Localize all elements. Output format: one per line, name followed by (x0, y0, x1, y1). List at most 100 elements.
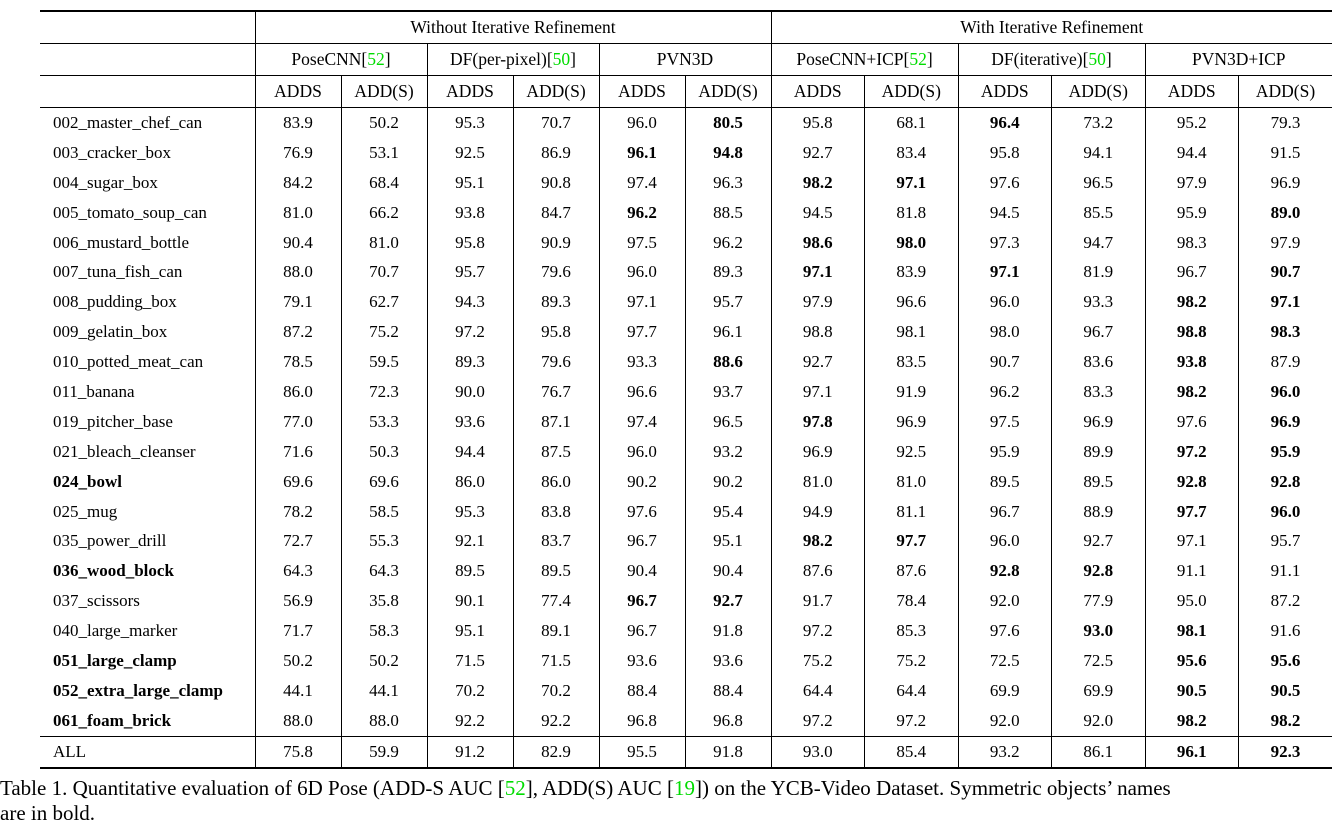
value-cell: 85.3 (864, 616, 958, 647)
value-cell: 64.4 (770, 675, 865, 706)
value-cell: 92.8 (1238, 466, 1333, 497)
value-cell: 90.7 (1238, 257, 1333, 288)
value-cell: 90.1 (426, 586, 513, 617)
table-row-all: ALL 75.8 59.9 91.2 82.9 95.5 91.8 93.0 85.4 93.2 8… (40, 735, 1333, 768)
value-cell: 97.6 (598, 496, 685, 527)
value-cell: 93.8 (426, 197, 513, 228)
method-header-pvn3d-icp: PVN3D+ICP (1144, 43, 1333, 76)
value-cell: 83.3 (1051, 377, 1145, 407)
value-cell: 77.0 (254, 406, 341, 437)
table-header: Without Iterative Refinement With Iterat… (40, 11, 1333, 108)
value-cell: 98.2 (1144, 705, 1239, 737)
value-cell: 35.8 (340, 586, 427, 617)
value-cell: 56.9 (254, 586, 341, 617)
value-cell: 93.3 (598, 347, 685, 378)
value-cell: 81.0 (864, 466, 958, 497)
value-cell: 90.7 (957, 347, 1052, 378)
value-cell: 96.8 (684, 705, 771, 737)
value-cell: 94.3 (426, 287, 513, 318)
value-cell: 87.1 (512, 406, 599, 437)
caption-text: ], ADD(S) AUC [ (525, 775, 674, 800)
object-name-cell: 010_potted_meat_can (53, 352, 204, 372)
table-body: 002_master_chef_can 83.9 50.2 95.3 70.7 96.0 8… (40, 107, 1333, 768)
citation-50: 50 (1088, 49, 1106, 69)
value-cell: 82.9 (512, 735, 599, 768)
value-cell: 89.5 (957, 466, 1052, 497)
value-cell: 70.7 (512, 107, 599, 138)
value-cell: 83.9 (254, 107, 341, 138)
value-cell: 98.8 (1144, 317, 1239, 348)
value-cell: 98.0 (864, 227, 958, 258)
value-cell: 95.8 (957, 137, 1052, 168)
value-cell: 81.0 (770, 466, 865, 497)
value-cell: 84.7 (512, 197, 599, 228)
value-cell: 50.2 (340, 107, 427, 138)
value-cell: 96.5 (684, 406, 771, 437)
results-table: Without Iterative Refinement With Iterat… (40, 10, 1333, 769)
object-name-cell: 002_master_chef_can (53, 112, 203, 132)
value-cell: 95.7 (426, 257, 513, 288)
object-name-cell: 006_mustard_bottle (53, 232, 189, 252)
value-cell: 64.3 (254, 556, 341, 587)
method-header-pvn3d: PVN3D (598, 43, 771, 76)
value-cell: 96.9 (1238, 167, 1333, 198)
value-cell: 69.9 (957, 675, 1052, 706)
value-cell: 92.1 (426, 526, 513, 557)
table-row: 037_scissors 56.9 35.8 90.1 77.4 96.7 92.7 91.7… (40, 586, 1333, 617)
value-cell: 96.0 (598, 257, 685, 288)
results-table-wrap: Without Iterative Refinement With Iterat… (40, 10, 1333, 769)
group-header-with-refinement: With Iterative Refinement (770, 11, 1333, 44)
value-cell: 90.5 (1144, 675, 1239, 706)
value-cell: 92.3 (1238, 735, 1333, 768)
object-name-cell: 035_power_drill (53, 531, 167, 551)
value-cell: 96.0 (598, 436, 685, 467)
value-cell: 95.7 (684, 287, 771, 318)
value-cell: 93.6 (598, 646, 685, 676)
value-cell: 97.1 (770, 257, 865, 288)
value-cell: 59.5 (340, 347, 427, 378)
value-cell: 92.7 (770, 137, 865, 168)
method-header-df-iterative-: DF(iterative)[50] (957, 43, 1145, 76)
value-cell: 94.4 (426, 436, 513, 467)
value-cell: 86.9 (512, 137, 599, 168)
col-header-adds: ADDS (254, 75, 341, 108)
value-cell: 95.8 (770, 107, 865, 138)
value-cell: 98.6 (770, 227, 865, 258)
table-row: 007_tuna_fish_can 88.0 70.7 95.7 79.6 96.0 89.… (40, 257, 1333, 288)
corner-cell (40, 75, 255, 108)
value-cell: 97.1 (1238, 287, 1333, 318)
value-cell: 95.7 (1238, 526, 1333, 557)
object-name-cell: 036_wood_block (53, 561, 174, 581)
value-cell: 72.5 (1051, 646, 1145, 676)
value-cell: 64.3 (340, 556, 427, 587)
value-cell: 70.2 (512, 675, 599, 706)
citation-52: 52 (909, 49, 927, 69)
value-cell: 95.2 (1144, 107, 1239, 138)
value-cell: 96.7 (598, 526, 685, 557)
value-cell: 59.9 (340, 735, 427, 768)
value-cell: 69.6 (340, 466, 427, 497)
value-cell: 97.6 (957, 167, 1052, 198)
value-cell: 88.6 (684, 347, 771, 378)
value-cell: 93.2 (957, 735, 1052, 768)
caption-line-2: are in bold. (0, 801, 96, 821)
value-cell: 97.6 (957, 616, 1052, 647)
value-cell: 90.2 (684, 466, 771, 497)
value-cell: 90.4 (254, 227, 341, 258)
value-cell: 92.8 (1051, 556, 1145, 587)
value-cell: 91.1 (1144, 556, 1239, 587)
value-cell: 89.5 (512, 556, 599, 587)
value-cell: 95.1 (426, 616, 513, 647)
value-cell: 72.7 (254, 526, 341, 557)
value-cell: 87.6 (864, 556, 958, 587)
value-cell: 92.5 (864, 436, 958, 467)
metric-header-row: ADDS ADD(S) ADDS ADD(S) ADDS ADD(S) ADDS ADD(S)… (40, 75, 1333, 108)
value-cell: 44.1 (254, 675, 341, 706)
value-cell: 94.5 (770, 197, 865, 228)
value-cell: 94.9 (770, 496, 865, 527)
object-name-cell: 051_large_clamp (53, 650, 177, 670)
value-cell: 90.0 (426, 377, 513, 407)
table-row: 019_pitcher_base 77.0 53.3 93.6 87.1 97.4 96.5… (40, 406, 1333, 437)
value-cell: 87.5 (512, 436, 599, 467)
value-cell: 72.5 (957, 646, 1052, 676)
